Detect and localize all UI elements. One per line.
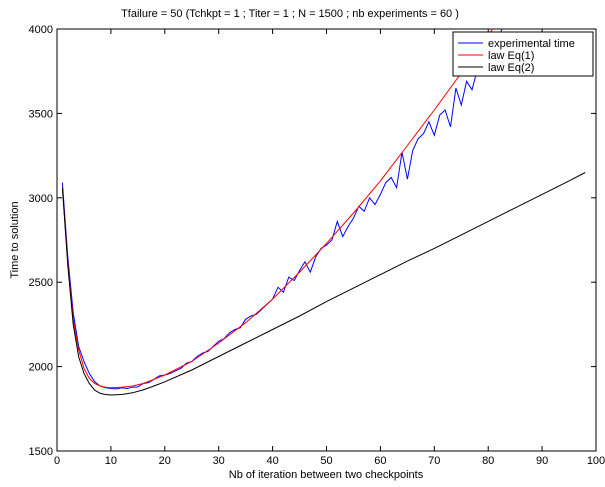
legend-box [452,31,594,77]
y-tick-label: 3000 [29,193,53,205]
y-tick-label: 4000 [29,24,53,36]
series-line-1 [61,29,494,389]
x-axis: 0 10 20 30 40 50 60 70 80 90 100 [54,29,605,467]
series-line-2 [61,172,586,396]
y-tick-label: 3500 [29,108,53,120]
x-tick-label: 100 [587,455,605,467]
x-tick-label: 70 [428,455,440,467]
x-tick-label: 50 [320,455,332,467]
x-tick-label: 30 [213,455,225,467]
x-tick-label: 40 [266,455,278,467]
legend-label: law Eq(1) [488,50,534,62]
y-axis-label: Time to solution [9,201,21,278]
x-tick-label: 90 [536,455,548,467]
x-tick-label: 20 [159,455,171,467]
y-axis: 1500 2000 2500 3000 3500 4000 [29,24,596,458]
x-axis-label: Nb of iteration between two checkpoints [229,469,424,481]
x-tick-label: 80 [482,455,494,467]
x-tick-label: 60 [374,455,386,467]
chart-title: Tfailure = 50 (Tchkpt = 1 ; Titer = 1 ; … [121,8,459,20]
y-tick-label: 2000 [29,362,53,374]
legend-label: experimental time [488,38,575,50]
x-tick-label: 0 [54,455,60,467]
legend-label: law Eq(2) [488,62,534,74]
y-tick-label: 1500 [29,446,53,458]
y-tick-label: 2500 [29,277,53,289]
series-lines [61,29,586,396]
x-tick-label: 10 [105,455,117,467]
series-line-0 [61,29,503,390]
plot-area [56,28,597,452]
